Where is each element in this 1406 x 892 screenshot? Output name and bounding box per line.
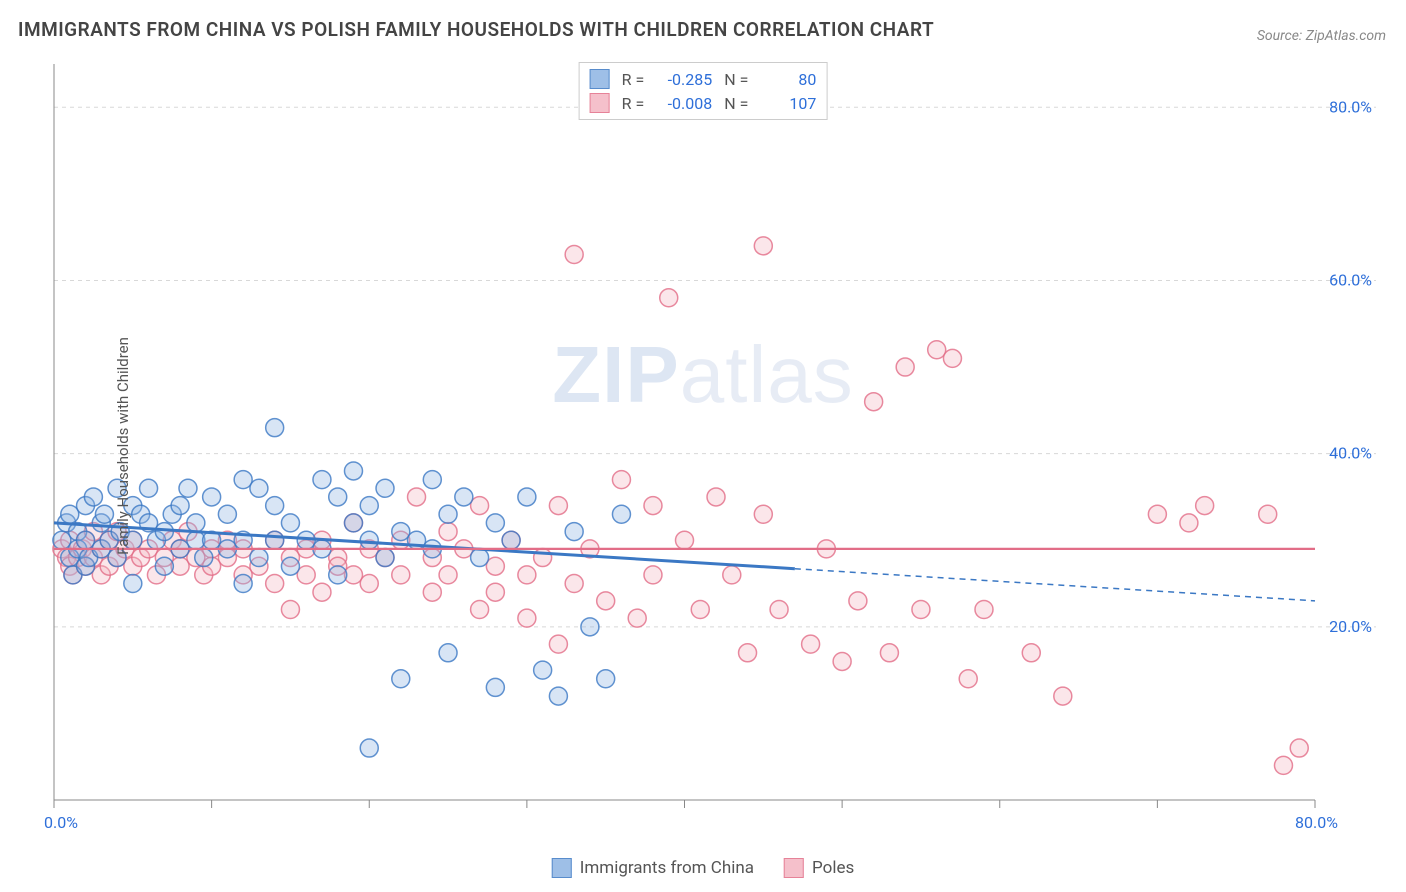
y-axis-label: Family Households with Children bbox=[114, 337, 132, 555]
n-value-china: 80 bbox=[756, 70, 816, 89]
n-label: N = bbox=[724, 70, 748, 89]
stats-row-poles: R = -0.008 N = 107 bbox=[590, 91, 817, 115]
bottom-legend: Immigrants from China Poles bbox=[552, 858, 855, 878]
x-tick-min: 0.0% bbox=[44, 813, 78, 832]
legend-item-china: Immigrants from China bbox=[552, 858, 754, 878]
n-value-poles: 107 bbox=[756, 94, 816, 113]
legend-label-china: Immigrants from China bbox=[580, 858, 754, 878]
r-value-poles: -0.008 bbox=[652, 94, 712, 113]
swatch-poles bbox=[784, 858, 804, 878]
source-attribution: Source: ZipAtlas.com bbox=[1257, 28, 1386, 44]
svg-text:20.0%: 20.0% bbox=[1329, 617, 1372, 636]
n-label: N = bbox=[724, 94, 748, 113]
legend-label-poles: Poles bbox=[812, 858, 854, 878]
swatch-china bbox=[552, 858, 572, 878]
svg-text:80.0%: 80.0% bbox=[1329, 97, 1372, 116]
stats-row-china: R = -0.285 N = 80 bbox=[590, 67, 817, 91]
svg-text:40.0%: 40.0% bbox=[1329, 444, 1372, 463]
r-value-china: -0.285 bbox=[652, 70, 712, 89]
chart-title: IMMIGRANTS FROM CHINA VS POLISH FAMILY H… bbox=[18, 18, 934, 41]
r-label: R = bbox=[622, 70, 645, 89]
stats-legend-box: R = -0.285 N = 80 R = -0.008 N = 107 bbox=[579, 62, 828, 120]
legend-item-poles: Poles bbox=[784, 858, 854, 878]
svg-text:60.0%: 60.0% bbox=[1329, 270, 1372, 289]
swatch-poles bbox=[590, 93, 610, 113]
r-label: R = bbox=[622, 94, 645, 113]
scatter-chart: 20.0% 40.0% 60.0% 80.0% bbox=[50, 60, 1380, 820]
swatch-china bbox=[590, 69, 610, 89]
x-tick-max: 80.0% bbox=[1295, 813, 1338, 832]
